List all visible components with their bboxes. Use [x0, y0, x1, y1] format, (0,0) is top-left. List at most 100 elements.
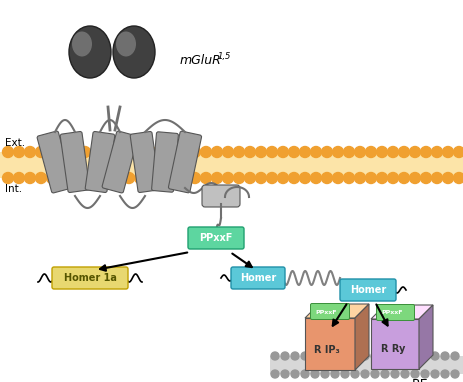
Circle shape: [168, 173, 179, 183]
FancyBboxPatch shape: [37, 131, 73, 193]
Ellipse shape: [113, 26, 155, 78]
Circle shape: [179, 173, 189, 183]
Circle shape: [223, 147, 233, 157]
Circle shape: [101, 173, 113, 183]
Circle shape: [443, 173, 453, 183]
Circle shape: [365, 173, 376, 183]
FancyBboxPatch shape: [376, 304, 414, 320]
FancyBboxPatch shape: [231, 267, 285, 289]
Circle shape: [371, 370, 379, 378]
Circle shape: [168, 147, 179, 157]
Circle shape: [344, 147, 355, 157]
Circle shape: [420, 173, 432, 183]
Text: R Ry: R Ry: [381, 344, 405, 354]
Circle shape: [409, 173, 420, 183]
Circle shape: [376, 173, 388, 183]
Circle shape: [391, 352, 399, 360]
Circle shape: [271, 370, 279, 378]
Circle shape: [361, 370, 369, 378]
FancyBboxPatch shape: [340, 279, 396, 301]
Circle shape: [301, 352, 309, 360]
Circle shape: [267, 173, 277, 183]
Circle shape: [376, 147, 388, 157]
Text: Ext.: Ext.: [5, 138, 25, 148]
Circle shape: [321, 147, 332, 157]
Ellipse shape: [116, 31, 136, 57]
Circle shape: [288, 147, 300, 157]
Circle shape: [212, 173, 223, 183]
Bar: [0, 152, 463, 178]
FancyBboxPatch shape: [102, 131, 138, 193]
Circle shape: [321, 370, 329, 378]
Circle shape: [145, 173, 156, 183]
Circle shape: [431, 352, 439, 360]
Circle shape: [399, 147, 409, 157]
Text: PPxxF: PPxxF: [199, 233, 233, 243]
Circle shape: [399, 173, 409, 183]
Circle shape: [200, 147, 212, 157]
FancyBboxPatch shape: [169, 131, 201, 193]
Circle shape: [281, 370, 289, 378]
Circle shape: [411, 352, 419, 360]
Circle shape: [432, 173, 443, 183]
Circle shape: [134, 173, 145, 183]
Circle shape: [267, 147, 277, 157]
Circle shape: [46, 147, 57, 157]
Circle shape: [36, 173, 46, 183]
Circle shape: [288, 173, 300, 183]
Text: PPxxF: PPxxF: [381, 311, 403, 316]
Circle shape: [271, 352, 279, 360]
Circle shape: [451, 370, 459, 378]
Circle shape: [361, 352, 369, 360]
Circle shape: [344, 173, 355, 183]
Circle shape: [341, 352, 349, 360]
FancyBboxPatch shape: [85, 131, 115, 193]
Circle shape: [80, 173, 90, 183]
Circle shape: [388, 173, 399, 183]
Text: Homer: Homer: [240, 273, 276, 283]
Polygon shape: [371, 319, 419, 369]
Circle shape: [212, 147, 223, 157]
Circle shape: [300, 147, 311, 157]
Circle shape: [90, 147, 101, 157]
Circle shape: [351, 370, 359, 378]
Circle shape: [453, 147, 463, 157]
Text: Int.: Int.: [5, 184, 22, 194]
FancyBboxPatch shape: [188, 227, 244, 249]
Circle shape: [332, 147, 344, 157]
Circle shape: [311, 352, 319, 360]
Circle shape: [441, 352, 449, 360]
Polygon shape: [305, 304, 369, 318]
Circle shape: [25, 147, 36, 157]
Circle shape: [113, 147, 124, 157]
Circle shape: [381, 370, 389, 378]
Circle shape: [291, 370, 299, 378]
Circle shape: [156, 147, 168, 157]
Circle shape: [391, 370, 399, 378]
Circle shape: [420, 147, 432, 157]
FancyBboxPatch shape: [311, 304, 350, 319]
Circle shape: [432, 147, 443, 157]
Circle shape: [453, 173, 463, 183]
Circle shape: [156, 173, 168, 183]
Circle shape: [2, 173, 13, 183]
Circle shape: [291, 352, 299, 360]
Circle shape: [311, 370, 319, 378]
Circle shape: [233, 147, 244, 157]
Circle shape: [331, 370, 339, 378]
Circle shape: [2, 147, 13, 157]
Circle shape: [388, 147, 399, 157]
Circle shape: [223, 173, 233, 183]
Circle shape: [233, 173, 244, 183]
Text: Homer 1a: Homer 1a: [63, 273, 116, 283]
Circle shape: [421, 352, 429, 360]
Circle shape: [355, 147, 365, 157]
Circle shape: [57, 147, 69, 157]
Circle shape: [381, 352, 389, 360]
Circle shape: [90, 173, 101, 183]
Polygon shape: [371, 305, 433, 319]
Circle shape: [189, 147, 200, 157]
Circle shape: [134, 147, 145, 157]
Circle shape: [124, 173, 134, 183]
Circle shape: [281, 352, 289, 360]
